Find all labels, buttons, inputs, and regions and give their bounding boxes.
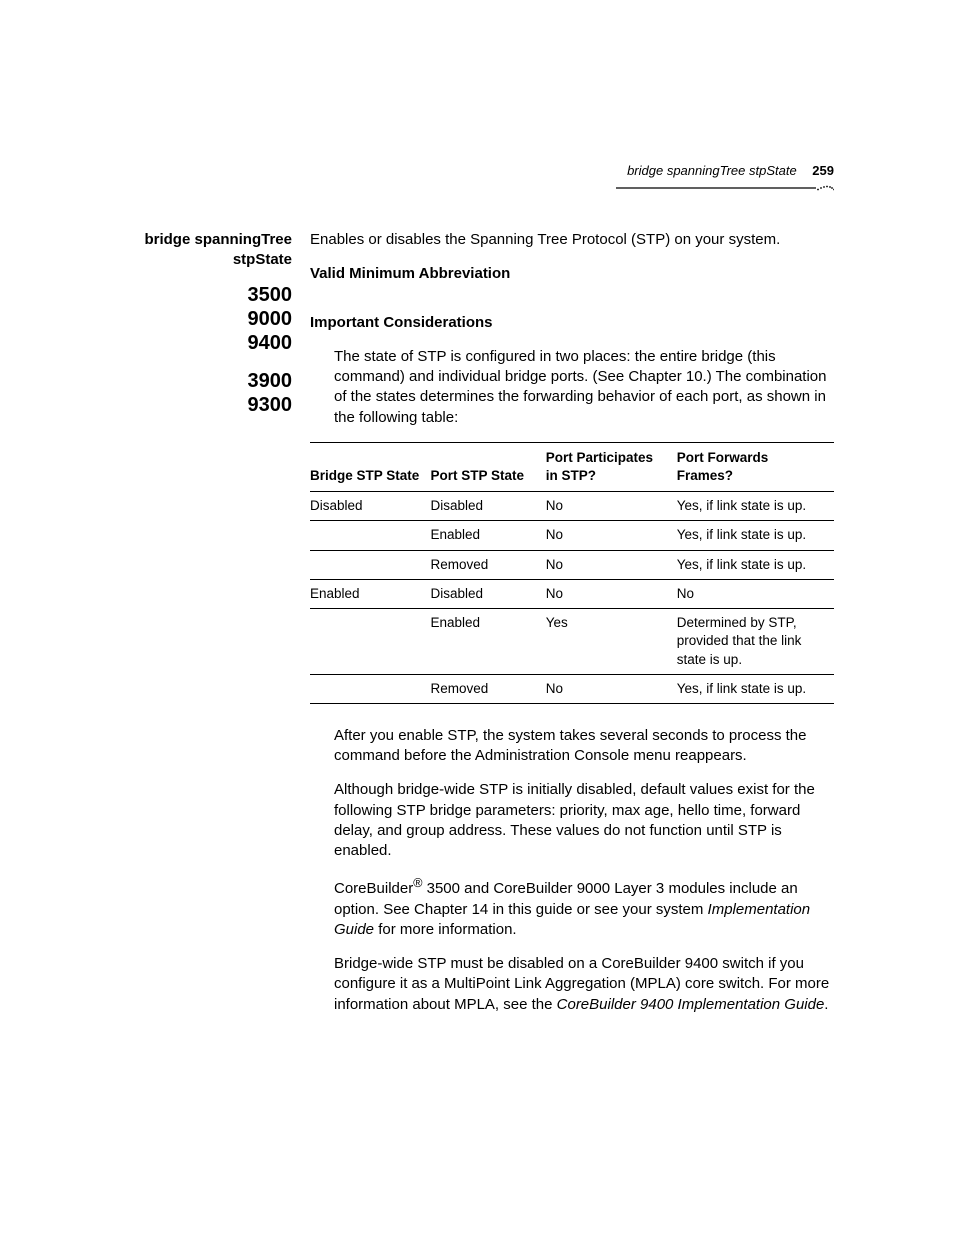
table-cell xyxy=(310,674,431,703)
table-cell: Disabled xyxy=(310,492,431,521)
table-row: DisabledDisabledNoYes, if link state is … xyxy=(310,492,834,521)
table-cell: Disabled xyxy=(431,492,546,521)
model-group-gap xyxy=(120,355,292,369)
table-cell: Yes, if link state is up. xyxy=(677,674,834,703)
page: bridge spanningTree stpState 259 bridge … xyxy=(0,0,954,1235)
after-paragraph-3: CoreBuilder® 3500 and CoreBuilder 9000 L… xyxy=(334,875,834,940)
model-number: 3500 xyxy=(120,283,292,307)
header-rule-icon xyxy=(616,184,834,192)
side-gutter: bridge spanningTree stpState 3500 9000 9… xyxy=(120,230,310,1029)
table-row: EnabledNoYes, if link state is up. xyxy=(310,521,834,550)
model-list: 3500 9000 9400 3900 9300 xyxy=(120,283,292,417)
running-header: bridge spanningTree stpState 259 xyxy=(616,162,834,192)
table-row: EnabledYesDetermined by STP, provided th… xyxy=(310,609,834,675)
command-line-2: stpState xyxy=(120,250,292,270)
model-number: 9400 xyxy=(120,331,292,355)
after-paragraph-1: After you enable STP, the system takes s… xyxy=(334,726,834,767)
stp-table-body: DisabledDisabledNoYes, if link state is … xyxy=(310,492,834,704)
model-number: 9000 xyxy=(120,307,292,331)
after-table-block: After you enable STP, the system takes s… xyxy=(310,726,834,1015)
table-row: RemovedNoYes, if link state is up. xyxy=(310,674,834,703)
table-cell: Yes, if link state is up. xyxy=(677,550,834,579)
col-port-participates: Port Participates in STP? xyxy=(546,442,677,491)
stp-table-wrap: Bridge STP State Port STP State Port Par… xyxy=(310,442,834,704)
intro-paragraph: Enables or disables the Spanning Tree Pr… xyxy=(310,230,834,250)
table-cell xyxy=(310,609,431,675)
table-cell: No xyxy=(546,579,677,608)
table-cell: No xyxy=(546,492,677,521)
table-cell: Removed xyxy=(431,674,546,703)
heading-valid-abbrev: Valid Minimum Abbreviation xyxy=(310,264,834,284)
model-number: 9300 xyxy=(120,393,292,417)
model-number: 3900 xyxy=(120,369,292,393)
table-cell: Yes xyxy=(546,609,677,675)
col-bridge-stp-state: Bridge STP State xyxy=(310,442,431,491)
table-header-row: Bridge STP State Port STP State Port Par… xyxy=(310,442,834,491)
table-cell: Enabled xyxy=(310,579,431,608)
table-cell xyxy=(310,550,431,579)
table-row: RemovedNoYes, if link state is up. xyxy=(310,550,834,579)
stp-state-table: Bridge STP State Port STP State Port Par… xyxy=(310,442,834,704)
considerations-paragraph: The state of STP is configured in two pl… xyxy=(334,347,834,428)
table-cell: Enabled xyxy=(431,609,546,675)
col-port-stp-state: Port STP State xyxy=(431,442,546,491)
command-line-1: bridge spanningTree xyxy=(120,230,292,250)
after-paragraph-2: Although bridge-wide STP is initially di… xyxy=(334,780,834,861)
table-cell: Yes, if link state is up. xyxy=(677,521,834,550)
table-cell: No xyxy=(546,521,677,550)
main-content: Enables or disables the Spanning Tree Pr… xyxy=(310,230,834,1029)
heading-important: Important Considerations xyxy=(310,313,834,333)
page-number: 259 xyxy=(812,163,834,178)
body-columns: bridge spanningTree stpState 3500 9000 9… xyxy=(120,230,834,1029)
command-name: bridge spanningTree stpState xyxy=(120,230,292,269)
table-cell xyxy=(310,521,431,550)
table-cell: No xyxy=(546,550,677,579)
table-cell: Disabled xyxy=(431,579,546,608)
after-paragraph-4: Bridge-wide STP must be disabled on a Co… xyxy=(334,954,834,1015)
table-cell: Determined by STP, provided that the lin… xyxy=(677,609,834,675)
table-cell: No xyxy=(677,579,834,608)
table-cell: Enabled xyxy=(431,521,546,550)
considerations-block: The state of STP is configured in two pl… xyxy=(310,347,834,428)
table-cell: Removed xyxy=(431,550,546,579)
table-cell: No xyxy=(546,674,677,703)
col-port-forwards: Port Forwards Frames? xyxy=(677,442,834,491)
running-header-title: bridge spanningTree stpState xyxy=(627,163,797,178)
table-row: EnabledDisabledNoNo xyxy=(310,579,834,608)
table-cell: Yes, if link state is up. xyxy=(677,492,834,521)
